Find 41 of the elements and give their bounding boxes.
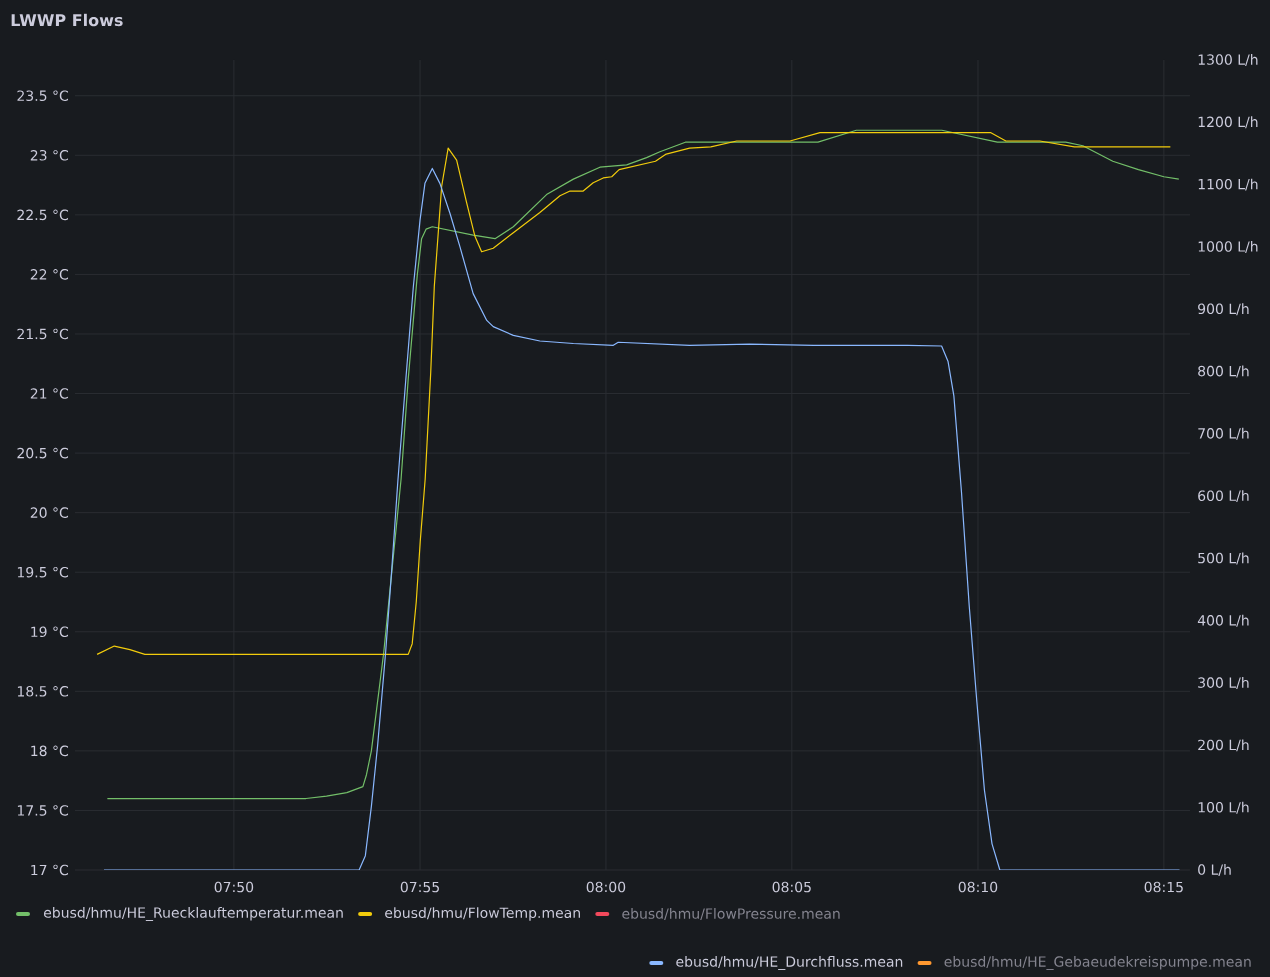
y-tick-label: 21 °C [30,388,69,399]
x-tick-label: 07:55 [400,881,439,893]
y-tick-label: 17.5 °C [17,805,69,816]
x-tick-label: 08:00 [586,881,626,893]
y2-tick-label: 200 L/h [1198,739,1249,752]
y-tick-label: 23.5 °C [17,90,69,102]
y-tick-label: 17 °C [31,864,69,876]
y2-tick-label: 800 L/h [1198,365,1249,378]
x-tick-label: 08:15 [1144,881,1183,893]
line-series [96,132,1171,655]
legend-label: ebusd/hmu/FlowPressure.mean [622,908,840,920]
y2-tick-label: 900 L/h [1198,303,1249,316]
y2-tick-label: 1200 L/h [1198,116,1258,129]
y2-tick-label: 1100 L/h [1198,178,1258,191]
y2-tick-label: 400 L/h [1197,614,1249,627]
y2-tick-label: 700 L/h [1198,427,1249,440]
y-tick-label: 20.5 °C [17,447,69,459]
x-tick-label: 08:10 [958,881,998,893]
legend-label: ebusd/hmu/HE_Gebaeudekreispumpe.mean [944,956,1251,970]
y2-tick-label: 500 L/h [1198,552,1249,565]
y-tick-label: 23 °C [30,150,69,161]
x-tick-label: 07:50 [214,881,254,893]
y2-tick-label: 100 L/h [1198,801,1249,814]
x-tick-label: 08:05 [772,881,811,893]
y2-tick-label: 1000 L/h [1198,240,1258,253]
y-tick-label: 22.5 °C [17,209,69,221]
chart-title: LWWP Flows [11,13,123,27]
legend-label: ebusd/hmu/FlowTemp.mean [385,907,580,921]
y2-tick-label: 1300 L/h [1198,54,1258,66]
y-tick-label: 21.5 °C [17,328,69,340]
y-tick-label: 19 °C [31,626,69,638]
y2-tick-label: 300 L/h [1198,677,1249,690]
y-tick-label: 19.5 °C [17,566,69,578]
y2-tick-label: 0 L/h [1198,864,1231,876]
y-tick-label: 18.5 °C [17,686,69,697]
legend-label: ebusd/hmu/HE_Ruecklauftemperatur.mean [43,907,343,921]
y2-tick-label: 600 L/h [1198,490,1249,503]
y-tick-label: 18 °C [31,745,69,757]
legend-label: ebusd/hmu/HE_Durchfluss.mean [676,956,903,970]
y-tick-label: 22 °C [30,269,69,280]
y-tick-label: 20 °C [30,507,69,518]
